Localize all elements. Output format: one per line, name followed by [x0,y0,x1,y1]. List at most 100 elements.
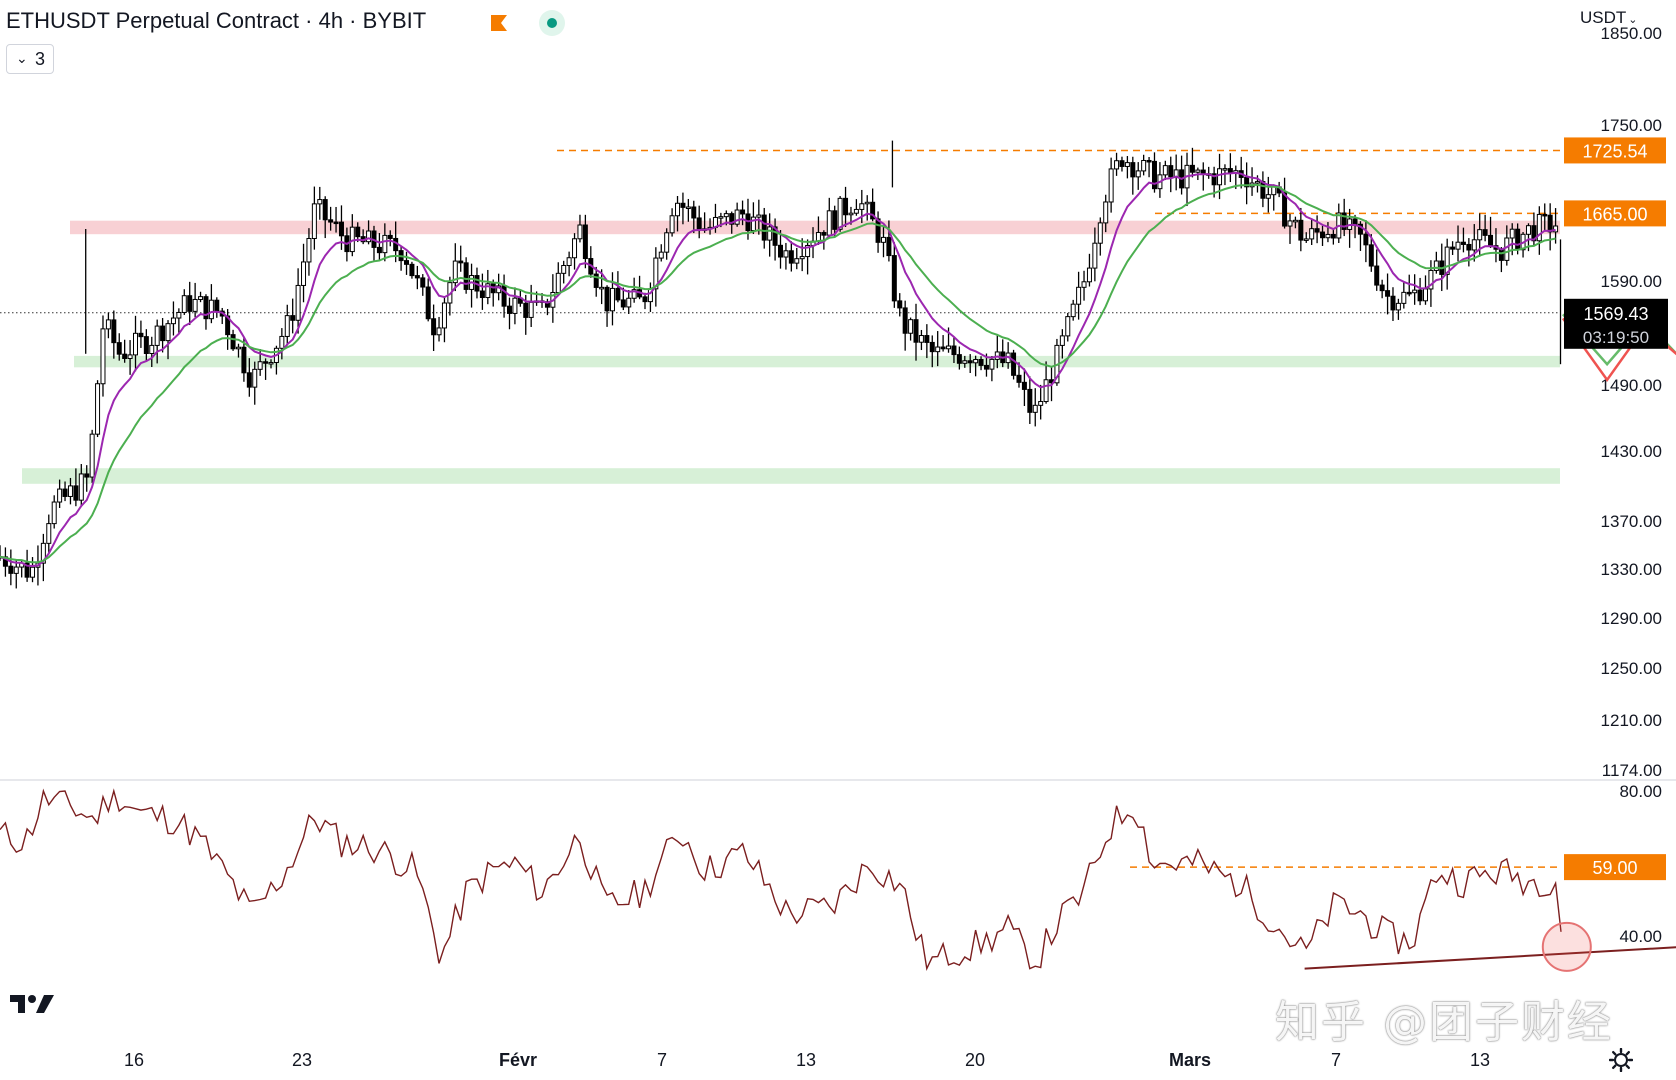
candle-body [691,206,697,219]
candle-body [1325,233,1331,239]
rsi-level-tag: 59.00 [1592,858,1637,878]
time-axis-label: 16 [124,1050,144,1070]
candle-body [1314,228,1320,233]
candle-body [908,319,914,334]
candle-body [122,353,128,359]
candle-body [1217,168,1223,186]
candle-body [187,295,193,312]
candle-body [1536,213,1542,242]
candle-body [1433,260,1439,271]
candle-body [8,565,14,574]
candle-body [1135,170,1141,178]
candle-body [523,302,529,318]
candle-body [230,334,236,350]
price-tag-resistance-bg [1564,200,1666,227]
price-axis-label: 1290.00 [1601,609,1662,628]
candle-body [485,283,491,299]
candle-body [425,286,431,320]
candle-body [799,256,805,260]
candle-body [1504,237,1510,261]
price-tag-top-bg [1564,137,1666,164]
candle-body [902,307,908,334]
candle-body [366,230,372,243]
candle-body [620,299,626,308]
flag-icon[interactable] [489,13,509,33]
candle-body [170,317,176,325]
candle-body [1390,295,1396,311]
candle-body [924,335,930,343]
time-axis-label: 13 [796,1050,816,1070]
symbol-title[interactable]: ETHUSDT Perpetual Contract · 4h · BYBIT [6,8,427,33]
candle-body [1038,401,1044,406]
candle-body [214,299,220,312]
candle-body [1103,201,1109,224]
candle-body [30,566,36,578]
candle-body [57,488,63,503]
candle-body [729,213,735,225]
price-axis-label: 1750.00 [1601,116,1662,135]
candle-body [160,325,166,342]
ema-slow-line [0,183,1556,564]
price-axis-label: 1490.00 [1601,376,1662,395]
candle-body [1141,159,1147,172]
tradingview-logo-icon[interactable] [10,992,56,1016]
candle-body [1021,381,1027,390]
candle-body [51,501,57,525]
candle-body [78,473,84,501]
candle-body [1244,176,1250,188]
candle-body [143,336,149,355]
rsi-highlight-circle [1541,921,1592,972]
settings-gear-icon[interactable] [1609,1048,1633,1072]
candle-body [599,286,605,290]
candle-body [1032,404,1038,413]
price-axis-label: 1590.00 [1601,272,1662,291]
currency-label: USDT [1580,8,1627,27]
candle-body [604,286,610,312]
candle-body [566,257,572,267]
candle-body [311,203,317,240]
candle-body [1460,241,1466,245]
candle-body [431,318,437,336]
candle-body [886,236,892,257]
indicators-toggle-button[interactable]: ⌄ 3 [6,44,54,74]
indicator-count: 3 [35,49,46,69]
candle-body [783,250,789,258]
candle-body [1455,241,1461,250]
chevron-down-icon: ⌄ [16,50,28,66]
candle-body [404,260,410,265]
candle-body [837,197,843,230]
candle-body [105,319,111,330]
candle-body [506,305,512,314]
time-axis-label: 7 [1331,1050,1341,1070]
price-axis-label: 1250.00 [1601,659,1662,678]
bearish-scenario-path [1561,317,1676,382]
candle-body [1450,246,1456,250]
candle-body [582,224,588,260]
candle-body [192,298,198,312]
current-price-bg [1564,298,1668,349]
candle-body [1016,374,1022,383]
candle-body [349,226,355,253]
candle-body [609,287,615,312]
candle-body [555,272,561,293]
candle-body [414,275,420,279]
candle-body [133,332,139,356]
candle-body [89,433,95,478]
currency-selector[interactable]: USDT ⌄ [1580,8,1638,28]
candle-body [295,284,301,321]
candle-body [853,208,859,214]
candle-body [1368,244,1374,267]
candle-body [880,236,886,243]
time-axis-label: 13 [1470,1050,1490,1070]
candle-body [154,325,160,346]
candle-body [1043,379,1049,403]
price-axis-label: 1370.00 [1601,512,1662,531]
candle-body [561,265,567,274]
market-status-icon[interactable] [539,10,565,36]
candle-body [1119,160,1125,167]
candle-body [1130,162,1136,178]
candle-body [593,273,599,288]
candle-body [1086,267,1092,283]
candle-body [1509,228,1515,239]
